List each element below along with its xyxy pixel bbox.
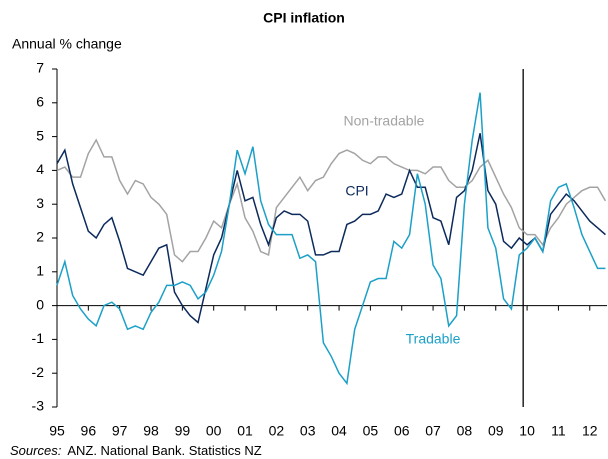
x-tick-label: 04: [331, 423, 347, 439]
y-tick-label: -1: [32, 330, 45, 346]
y-tick-label: -3: [32, 398, 45, 414]
y-tick-label: 5: [36, 127, 44, 143]
x-tick-label: 96: [81, 423, 97, 439]
source-prefix: Sources:: [10, 443, 62, 458]
x-tick-label: 05: [363, 423, 379, 439]
x-tick-label: 98: [143, 423, 159, 439]
x-tick-label: 11: [551, 423, 566, 439]
x-tick-label: 08: [457, 423, 473, 439]
chart-title: CPI inflation: [263, 10, 345, 26]
x-tick-label: 00: [206, 423, 222, 439]
x-tick-label: 95: [49, 423, 65, 439]
y-tick-label: 3: [36, 195, 44, 211]
x-tick-label: 99: [175, 423, 191, 439]
y-tick-label: 2: [36, 229, 44, 245]
y-tick-label: 4: [36, 161, 44, 177]
x-tick-label: 07: [425, 423, 441, 439]
x-tick-label: 09: [488, 423, 504, 439]
x-tick-label: 97: [112, 423, 128, 439]
y-tick-label: 7: [36, 60, 44, 76]
y-axis-label: Annual % change: [12, 36, 122, 52]
x-tick-label: 02: [269, 423, 285, 439]
series-line: [56, 138, 607, 263]
y-tick-label: 1: [36, 263, 44, 279]
x-tick-label: 10: [519, 423, 535, 439]
x-tick-label: 03: [300, 423, 316, 439]
y-tick-label: -2: [32, 364, 45, 380]
series-line: [56, 133, 606, 324]
series-label: Tradable: [406, 331, 461, 347]
y-tick-label: 0: [36, 296, 44, 312]
x-tick-label: 01: [237, 423, 253, 439]
y-tick-label: 6: [36, 94, 44, 110]
series-label: Non-tradable: [344, 113, 425, 129]
source: Sources: ANZ. National Bank. Statistics N…: [10, 443, 262, 458]
series-label: CPI: [345, 183, 368, 199]
x-tick-label: 12: [582, 423, 598, 439]
x-tick-label: 06: [394, 423, 410, 439]
series-line: [56, 92, 606, 386]
source-text: ANZ. National Bank. Statistics NZ: [67, 443, 261, 458]
